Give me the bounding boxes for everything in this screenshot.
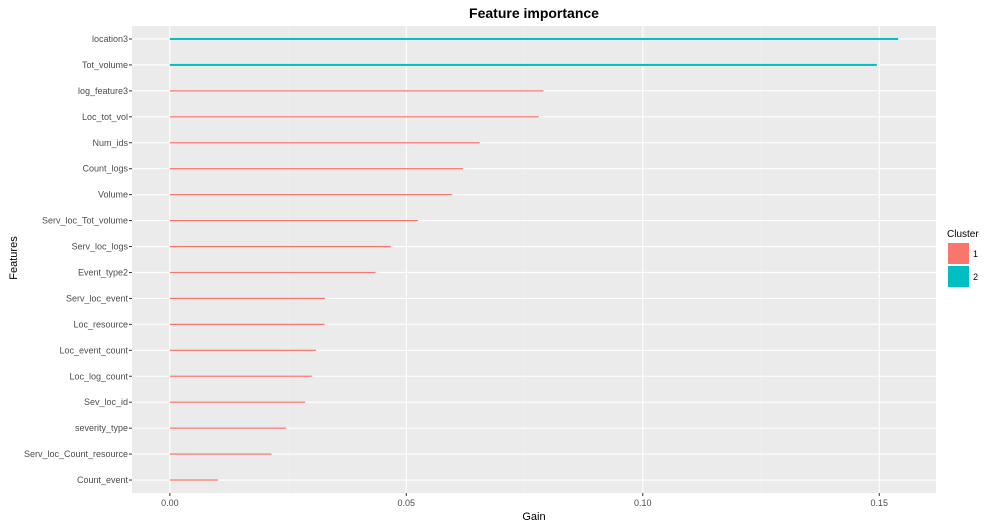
y-tick-label: Num_ids [92,138,128,148]
y-tick-label: Loc_resource [73,319,128,329]
y-tick-label: Serv_loc_Tot_volume [42,216,128,226]
bar [169,116,539,118]
x-axis-title: Gain [522,511,545,523]
bar [169,401,306,403]
bar [169,245,392,248]
bar [169,453,272,455]
bar [169,37,899,40]
y-tick-label: Count_logs [82,164,128,174]
y-tick-label: Sev_loc_id [84,397,128,407]
y-tick-label: Loc_event_count [59,345,128,355]
bar [169,63,877,66]
bar [169,271,376,274]
y-axis: location3 Tot_volume log_feature3 Loc_tot_v… [24,34,132,485]
y-tick-label: Loc_tot_vol [82,112,128,122]
bar [169,323,325,325]
y-tick-label: log_feature3 [78,86,128,96]
x-tick-label: 0.05 [398,498,416,508]
legend: Cluster 1 2 [947,229,979,287]
legend-label: 2 [973,272,978,282]
y-tick-label: Count_event [77,475,129,485]
y-tick-label: location3 [92,34,128,44]
y-tick-label: Event_type2 [78,267,128,277]
legend-key [948,266,969,287]
y-tick-label: Serv_loc_event [66,293,129,303]
bar [169,297,325,300]
legend-label: 1 [973,249,978,259]
bars [169,37,899,481]
bar [169,375,312,377]
legend-title: Cluster [947,229,979,240]
bar [169,194,453,196]
chart-title: Feature importance [469,5,599,21]
bar [169,479,219,481]
plot-panel [132,26,936,493]
y-axis-title: Features [8,236,20,280]
y-tick-label: Serv_loc_Count_resource [24,449,128,459]
bar [169,427,287,429]
legend-key [948,243,969,264]
x-tick-label: 0.15 [870,498,888,508]
y-tick-label: Loc_log_count [69,371,128,381]
x-tick-label: 0.10 [634,498,652,508]
bar [169,90,544,92]
y-tick-label: Tot_volume [82,60,128,70]
y-tick-label: severity_type [75,423,128,433]
bar [169,349,316,351]
bar [169,219,419,222]
bar [169,142,480,144]
x-tick-label: 0.00 [161,498,179,508]
bar [169,168,464,170]
y-tick-label: Serv_loc_logs [71,242,128,252]
y-tick-label: Volume [98,190,128,200]
x-axis: 0.00 0.05 0.10 0.15 [161,493,888,508]
